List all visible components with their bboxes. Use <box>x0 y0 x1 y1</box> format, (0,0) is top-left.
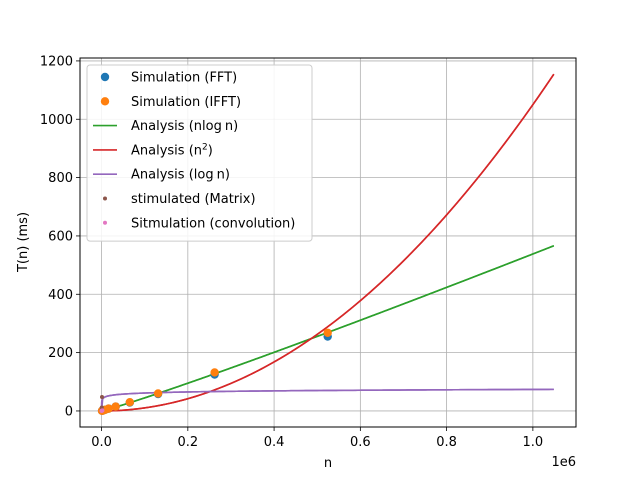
data-point <box>210 368 219 377</box>
x-axis: 0.0 0.2 0.4 0.6 0.8 1.0 <box>91 427 543 450</box>
y-tick-label: 400 <box>48 288 73 303</box>
y-tick-label: 200 <box>48 346 73 361</box>
legend-entry-label: Analysis (n2) <box>131 142 213 158</box>
legend-marker-swatch <box>100 97 110 106</box>
x-tick-label: 1.0 <box>523 435 544 450</box>
data-point <box>153 389 163 398</box>
series-line-n2 <box>101 73 555 412</box>
legend-entry-label: Simulation (FFT) <box>131 71 237 86</box>
axes-frame <box>79 57 577 428</box>
y-tick-label: 600 <box>48 229 73 244</box>
data-point <box>100 408 105 413</box>
x-axis-label: n <box>324 456 332 471</box>
legend-entry-label: Simulation (IFFT) <box>131 95 241 110</box>
legend-marker-swatch <box>103 196 107 201</box>
x-tick-label: 0.8 <box>436 435 457 450</box>
plot-area <box>97 73 555 416</box>
data-point <box>125 398 135 407</box>
x-tick-label: 0.6 <box>350 435 371 450</box>
series-line-logn <box>100 388 554 412</box>
y-tick-label: 0 <box>65 404 73 419</box>
data-point <box>111 402 120 411</box>
data-point <box>104 404 113 413</box>
legend-entry-label: Analysis (nlog n) <box>131 119 238 134</box>
y-tick-label: 800 <box>48 171 73 186</box>
legend-marker-swatch <box>100 72 110 82</box>
legend-marker-swatch <box>103 220 107 225</box>
x-tick-label: 0.2 <box>177 435 198 450</box>
y-tick-label: 1200 <box>40 54 73 69</box>
y-axis-label: T(n) (ms) <box>16 212 31 273</box>
data-point <box>100 394 105 399</box>
x-axis-offset-label: 1e6 <box>551 455 576 470</box>
data-point <box>323 328 332 337</box>
legend-box <box>86 64 313 242</box>
x-tick-label: 0.4 <box>264 435 285 450</box>
y-axis: 0 200 400 600 800 1000 1200 <box>40 54 80 419</box>
legend: Simulation (FFT) Simulation (IFFT) Analysi… <box>86 64 313 242</box>
legend-entry-label: Analysis (log n) <box>131 168 230 183</box>
y-tick-label: 1000 <box>40 113 73 128</box>
x-tick-label: 0.0 <box>91 435 112 450</box>
legend-entry-label: Sitmulation (convolution) <box>131 216 295 231</box>
legend-entry-label: stimulated (Matrix) <box>131 192 256 207</box>
